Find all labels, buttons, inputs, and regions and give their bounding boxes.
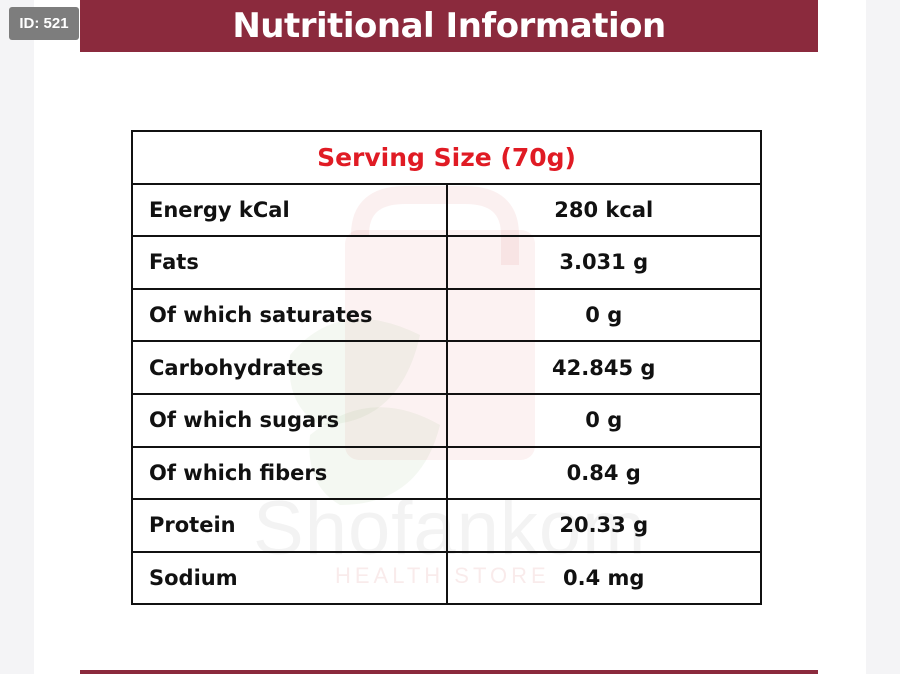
table-row: Fats 3.031 g [131,235,762,290]
nutrient-label: Protein [131,498,448,553]
nutrient-value: 3.031 g [445,235,762,290]
nutrient-label: Energy kCal [131,182,448,238]
nutrient-value: 280 kcal [445,182,762,238]
nutrient-label: Of which saturates [131,287,448,343]
nutrient-value: 0.84 g [445,445,762,501]
nutrient-value: 42.845 g [445,340,762,395]
nutrient-label: Of which sugars [131,392,448,448]
nutrient-value: 0 g [445,287,762,343]
nutrient-label: Sodium [131,550,448,606]
table-row: Of which saturates 0 g [131,287,762,343]
nutrient-label: Fats [131,235,448,290]
table-row: Of which sugars 0 g [131,392,762,448]
nutrient-value: 20.33 g [445,498,762,553]
nutrient-value: 0 g [445,392,762,448]
nutrition-table: Serving Size (70g) Energy kCal 280 kcal … [131,130,762,606]
table-row: Protein 20.33 g [131,498,762,553]
serving-row: Serving Size (70g) [131,130,762,185]
nutrient-value: 0.4 mg [445,550,762,606]
bottom-divider [80,670,818,674]
table-row: Of which fibers 0.84 g [131,445,762,501]
table-row: Energy kCal 280 kcal [131,182,762,238]
nutrient-label: Carbohydrates [131,340,448,395]
page-title: Nutritional Information [80,0,818,52]
id-badge: ID: 521 [9,7,79,40]
table-row: Sodium 0.4 mg [131,550,762,606]
nutrient-label: Of which fibers [131,445,448,501]
serving-size-label: Serving Size (70g) [131,130,762,185]
table-row: Carbohydrates 42.845 g [131,340,762,395]
